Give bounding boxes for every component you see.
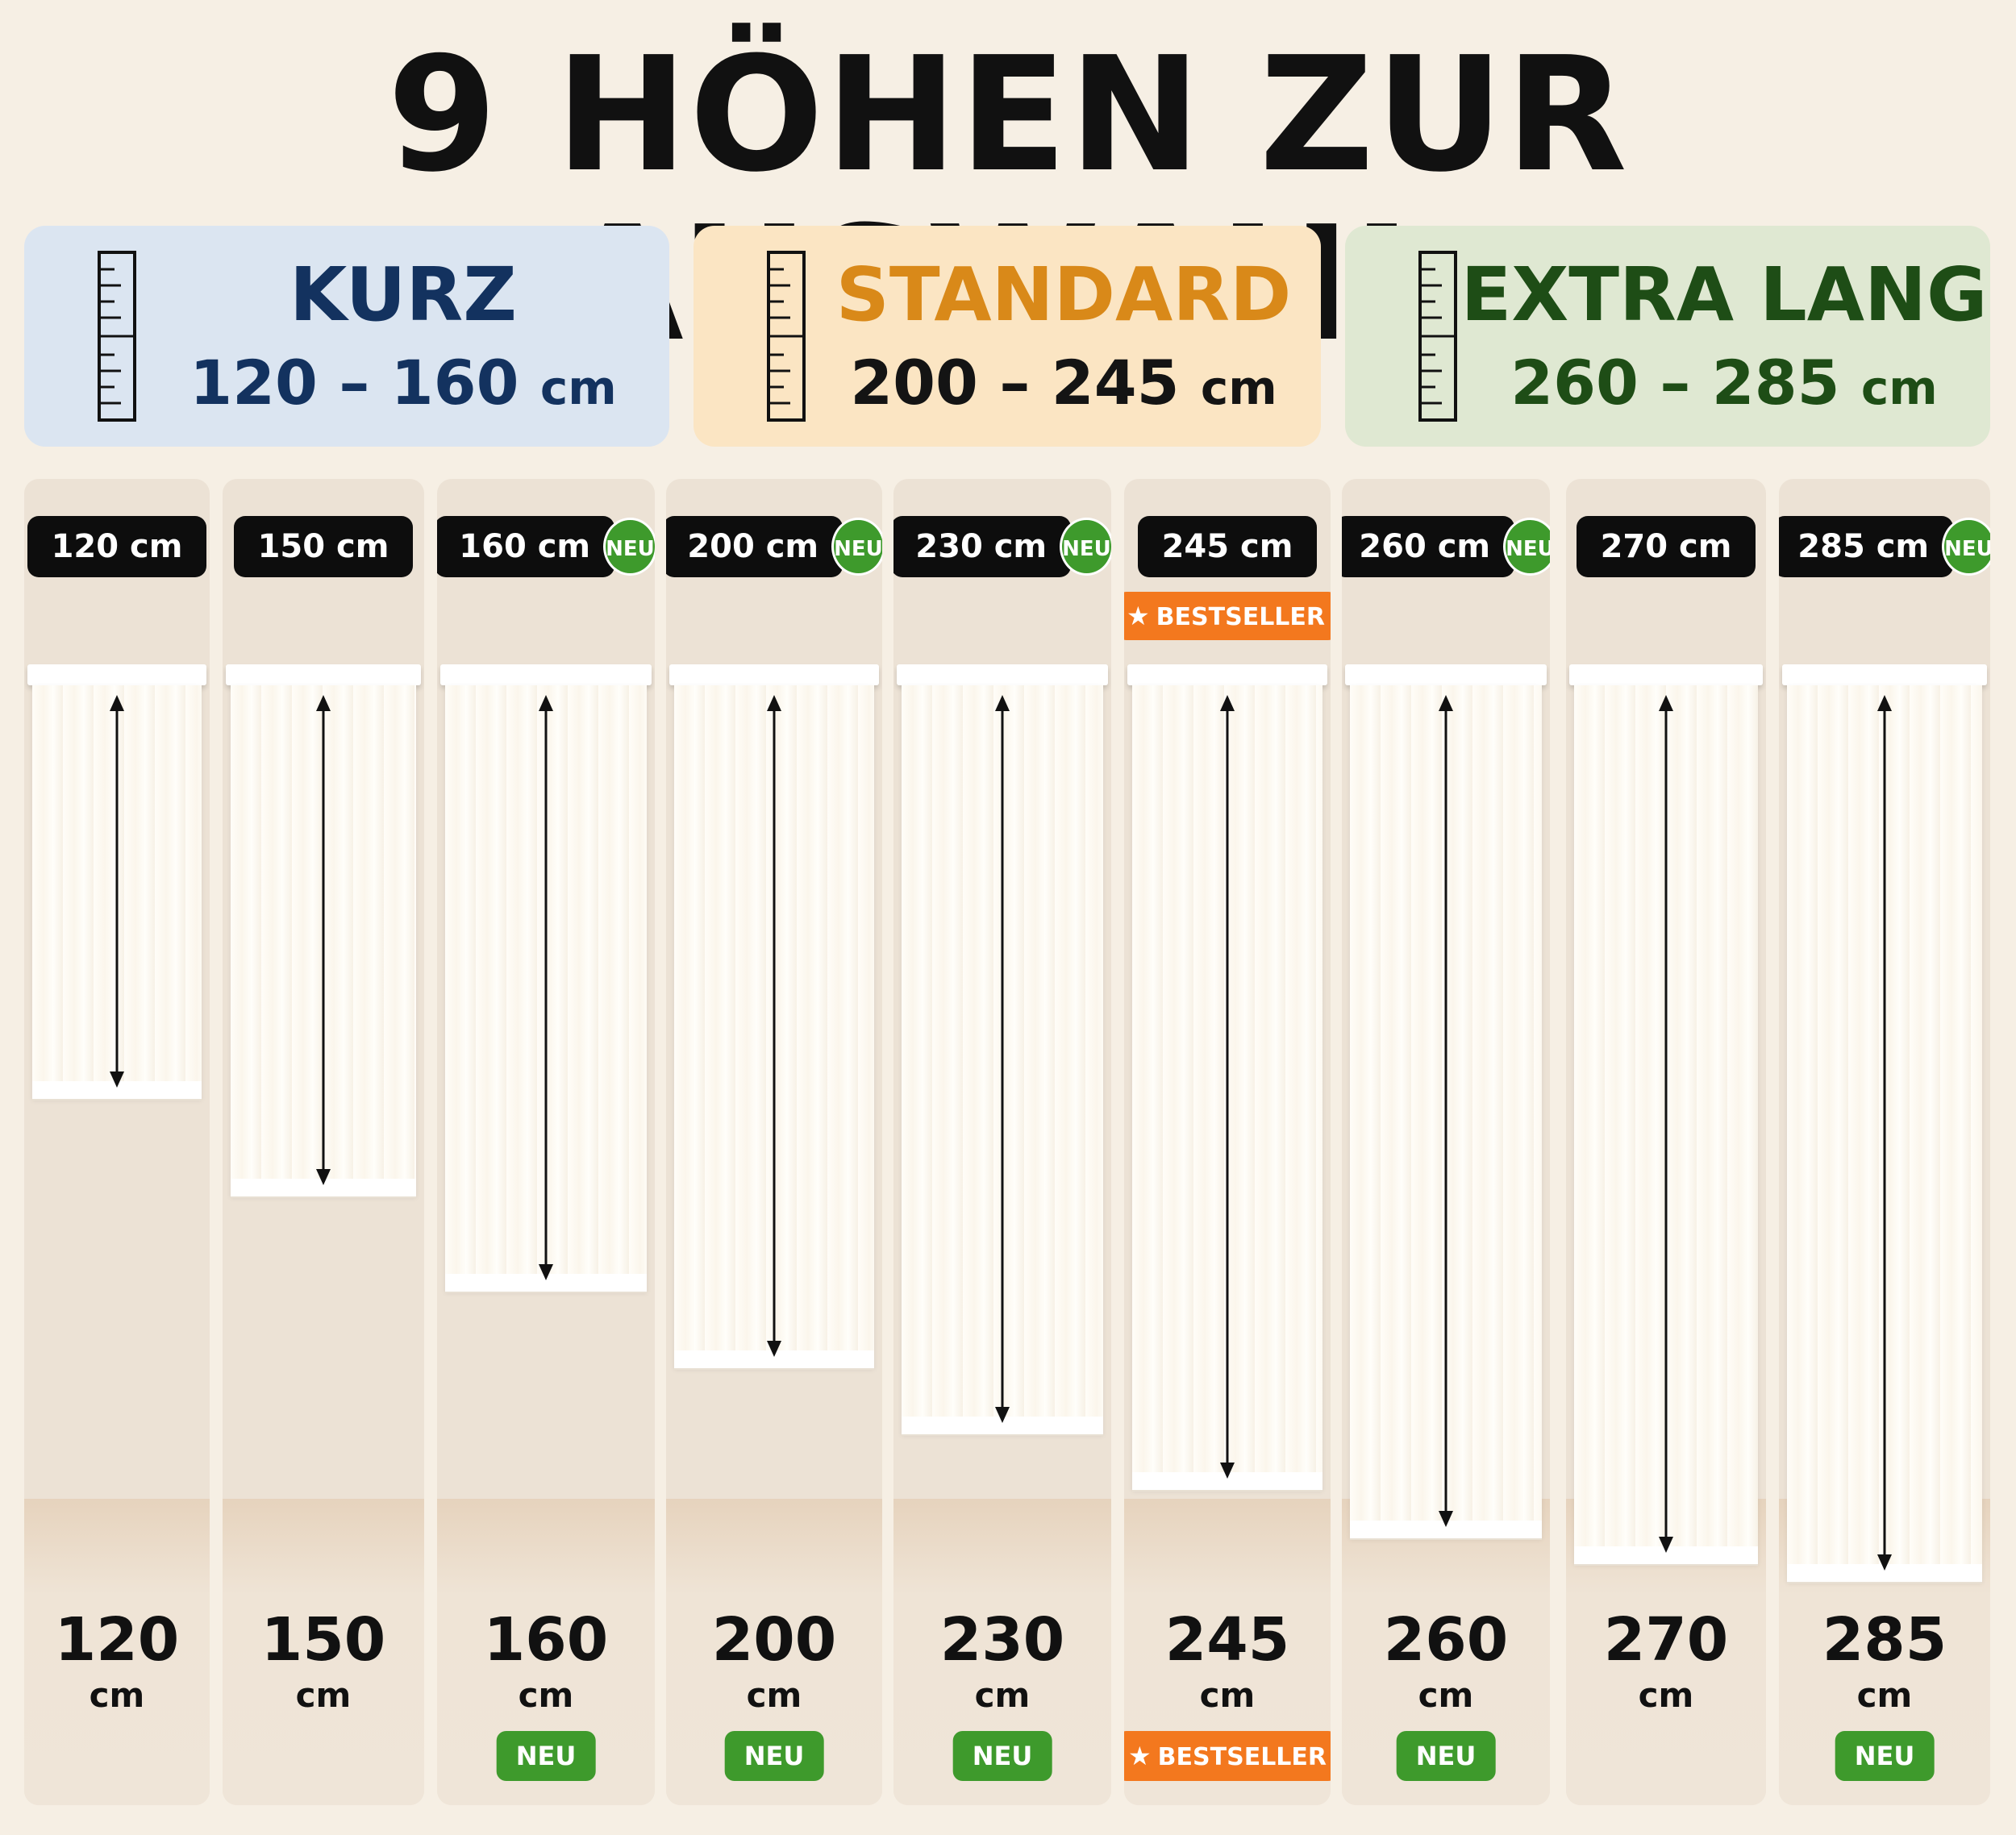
neu-badge: NEU [952, 1731, 1052, 1781]
size-pill: 260 cm [1342, 516, 1515, 577]
height-option[interactable]: 245 cm ★ BESTSELLER 245 cm ★ BESTSELLER [1124, 479, 1331, 1805]
size-pill: 200 cm [666, 516, 843, 577]
category-range: 200 – 245 cm [850, 347, 1277, 418]
size-label: 150 cm [223, 514, 424, 579]
neu-badge: NEU [496, 1731, 596, 1781]
length-arrow-icon [110, 695, 124, 1088]
category-range: 260 – 285 cm [1510, 347, 1938, 418]
category-extra-lang: EXTRA LANG 260 – 285 cm [1345, 226, 1990, 447]
curtain-rod [1127, 664, 1327, 685]
size-label: 230 cm NEU [893, 514, 1111, 579]
size-label: 260 cm NEU [1342, 514, 1550, 579]
category-standard: STANDARD 200 – 245 cm [694, 226, 1321, 447]
category-name: KURZ [289, 252, 517, 338]
length-arrow-icon [1659, 695, 1673, 1553]
height-unit: cm [1638, 1675, 1694, 1715]
height-value: 260 [1383, 1605, 1509, 1675]
height-unit: cm [974, 1675, 1031, 1715]
size-label: 120 cm [24, 514, 210, 579]
size-label: 245 cm [1124, 514, 1331, 579]
bestseller-badge: ★ BESTSELLER [1124, 592, 1331, 640]
curtain-rod [669, 664, 879, 685]
length-arrow-icon [767, 695, 781, 1357]
star-icon: ★ [1126, 601, 1150, 631]
height-unit: cm [1418, 1675, 1474, 1715]
height-unit: cm [1856, 1675, 1913, 1715]
height-option[interactable]: 270 cm 270 cm [1566, 479, 1766, 1805]
length-arrow-icon [316, 695, 331, 1185]
size-pill: 150 cm [233, 516, 414, 577]
height-option[interactable]: 285 cm NEU 285 cm NEU [1779, 479, 1990, 1805]
curtain-hem [1574, 1546, 1758, 1566]
curtain-rod [1345, 664, 1547, 685]
neu-badge: NEU [1060, 518, 1111, 576]
neu-badge: NEU [1503, 518, 1550, 576]
curtain-rod [897, 664, 1108, 685]
neu-badge: NEU [603, 518, 655, 576]
bestseller-badge: ★ BESTSELLER [1124, 1731, 1331, 1781]
height-value: 285 [1822, 1605, 1947, 1675]
size-pill: 285 cm [1779, 516, 1954, 577]
curtain-rod [27, 664, 206, 685]
curtain-rod [440, 664, 652, 685]
height-option[interactable]: 230 cm NEU 230 cm NEU [893, 479, 1111, 1805]
ruler-icon [767, 251, 806, 422]
neu-badge: NEU [1942, 518, 1990, 576]
height-value: 245 [1164, 1605, 1290, 1675]
length-arrow-icon [1439, 695, 1453, 1527]
length-arrow-icon [1877, 695, 1892, 1571]
size-pill: 120 cm [27, 516, 207, 577]
curtain-hem [674, 1350, 874, 1370]
size-label: 270 cm [1566, 514, 1766, 579]
height-unit: cm [746, 1675, 802, 1715]
floor [223, 1499, 424, 1805]
category-name: EXTRA LANG [1460, 252, 1988, 338]
curtain-hem [1350, 1521, 1542, 1540]
height-unit: cm [1199, 1675, 1256, 1715]
star-icon: ★ [1127, 1741, 1152, 1771]
size-label: 200 cm NEU [666, 514, 882, 579]
height-unit: cm [89, 1675, 145, 1715]
height-value: 150 [260, 1605, 386, 1675]
length-arrow-icon [539, 695, 553, 1280]
height-value: 270 [1603, 1605, 1729, 1675]
height-value: 230 [939, 1605, 1065, 1675]
ruler-icon [98, 251, 136, 422]
size-label: 160 cm NEU [437, 514, 655, 579]
size-pill: 160 cm [437, 516, 615, 577]
neu-badge: NEU [831, 518, 882, 576]
category-range: 120 – 160 cm [190, 347, 617, 418]
size-pill: 245 cm [1137, 516, 1318, 577]
category-name: STANDARD [835, 252, 1292, 338]
ruler-icon [1418, 251, 1457, 422]
curtain-rod [1569, 664, 1763, 685]
height-value: 160 [483, 1605, 609, 1675]
category-kurz: KURZ 120 – 160 cm [24, 226, 669, 447]
height-unit: cm [518, 1675, 574, 1715]
neu-badge: NEU [1396, 1731, 1496, 1781]
length-arrow-icon [1220, 695, 1235, 1479]
height-value: 120 [54, 1605, 180, 1675]
neu-badge: NEU [1835, 1731, 1935, 1781]
height-option[interactable]: 200 cm NEU 200 cm NEU [666, 479, 882, 1805]
size-label: 285 cm NEU [1779, 514, 1990, 579]
height-unit: cm [295, 1675, 352, 1715]
height-option[interactable]: 120 cm 120 cm [24, 479, 210, 1805]
neu-badge: NEU [724, 1731, 824, 1781]
size-pill: 270 cm [1576, 516, 1756, 577]
height-value: 200 [711, 1605, 837, 1675]
size-pill: 230 cm [893, 516, 1072, 577]
curtain-rod [1782, 664, 1987, 685]
height-option[interactable]: 260 cm NEU 260 cm NEU [1342, 479, 1550, 1805]
height-option[interactable]: 150 cm 150 cm [223, 479, 424, 1805]
length-arrow-icon [995, 695, 1010, 1423]
floor [24, 1499, 210, 1805]
curtain-rod [226, 664, 421, 685]
height-option[interactable]: 160 cm NEU 160 cm NEU [437, 479, 655, 1805]
